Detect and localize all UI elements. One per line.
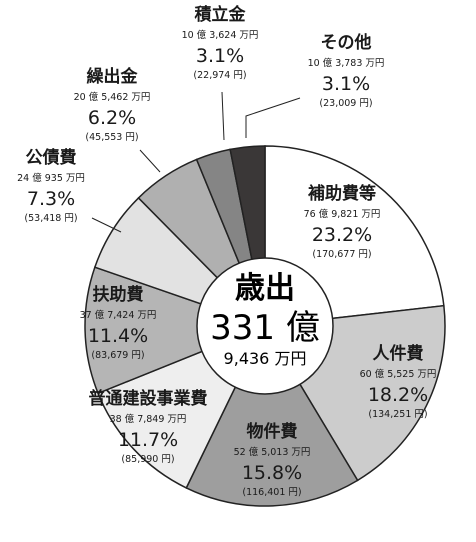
slice-percent-label: 15.8% [242,462,302,484]
slice-per-capita-label: (53,418 円) [24,213,77,224]
slice-per-capita-label: (45,553 円) [85,132,138,143]
slice-per-capita-label: (134,251 円) [368,409,427,420]
center-amount: 331 億 [210,308,320,348]
slice-per-capita-label: (83,679 円) [91,350,144,361]
slice-name-label: 公債費 [26,147,77,168]
center-title: 歳出 [235,271,295,306]
slice-name-label: 繰出金 [87,66,139,87]
leader-line [139,149,161,173]
slice-percent-label: 23.2% [312,224,372,246]
slice-amount-label: 24 億 935 万円 [17,172,85,184]
slice-percent-label: 3.1% [322,73,370,95]
slice-name-label: 積立金 [195,4,247,25]
slice-per-capita-label: (23,009 円) [319,98,372,109]
slice-name-label: 人件費 [373,343,424,364]
slice-percent-label: 11.7% [118,429,178,451]
slice-name-label: 補助費等 [307,183,376,204]
slice-amount-label: 37 億 7,424 万円 [80,309,157,321]
leader-line [221,91,225,141]
slice-per-capita-label: (85,990 円) [121,454,174,465]
slice-per-capita-label: (170,677 円) [312,249,371,260]
slice-per-capita-label: (116,401 円) [242,487,301,498]
slice-percent-label: 18.2% [368,384,428,406]
slice-percent-label: 7.3% [27,188,75,210]
slice-amount-label: 10 億 3,624 万円 [182,29,259,41]
slice-name-label: 物件費 [247,421,298,442]
slice-amount-label: 52 億 5,013 万円 [234,446,311,458]
slice-name-label: 扶助費 [93,284,144,305]
slice-percent-label: 3.1% [196,45,244,67]
leader-line [91,217,122,233]
slice-percent-label: 6.2% [88,107,136,129]
slice-amount-label: 38 億 7,849 万円 [110,413,187,425]
slice-percent-label: 11.4% [88,325,148,347]
pie-slice [185,324,359,507]
slice-name-label: 普通建設事業費 [89,388,208,409]
slice-amount-label: 20 億 5,462 万円 [74,91,151,103]
slice-amount-label: 60 億 5,525 万円 [360,368,437,380]
slice-name-label: その他 [321,32,372,53]
slice-per-capita-label: (22,974 円) [193,70,246,81]
slice-amount-label: 76 億 9,821 万円 [304,208,381,220]
pie-slice [84,266,268,395]
center-hole [196,257,334,395]
center-sub: 9,436 万円 [224,349,307,368]
leader-line [245,97,301,138]
slice-amount-label: 10 億 3,783 万円 [308,57,385,69]
